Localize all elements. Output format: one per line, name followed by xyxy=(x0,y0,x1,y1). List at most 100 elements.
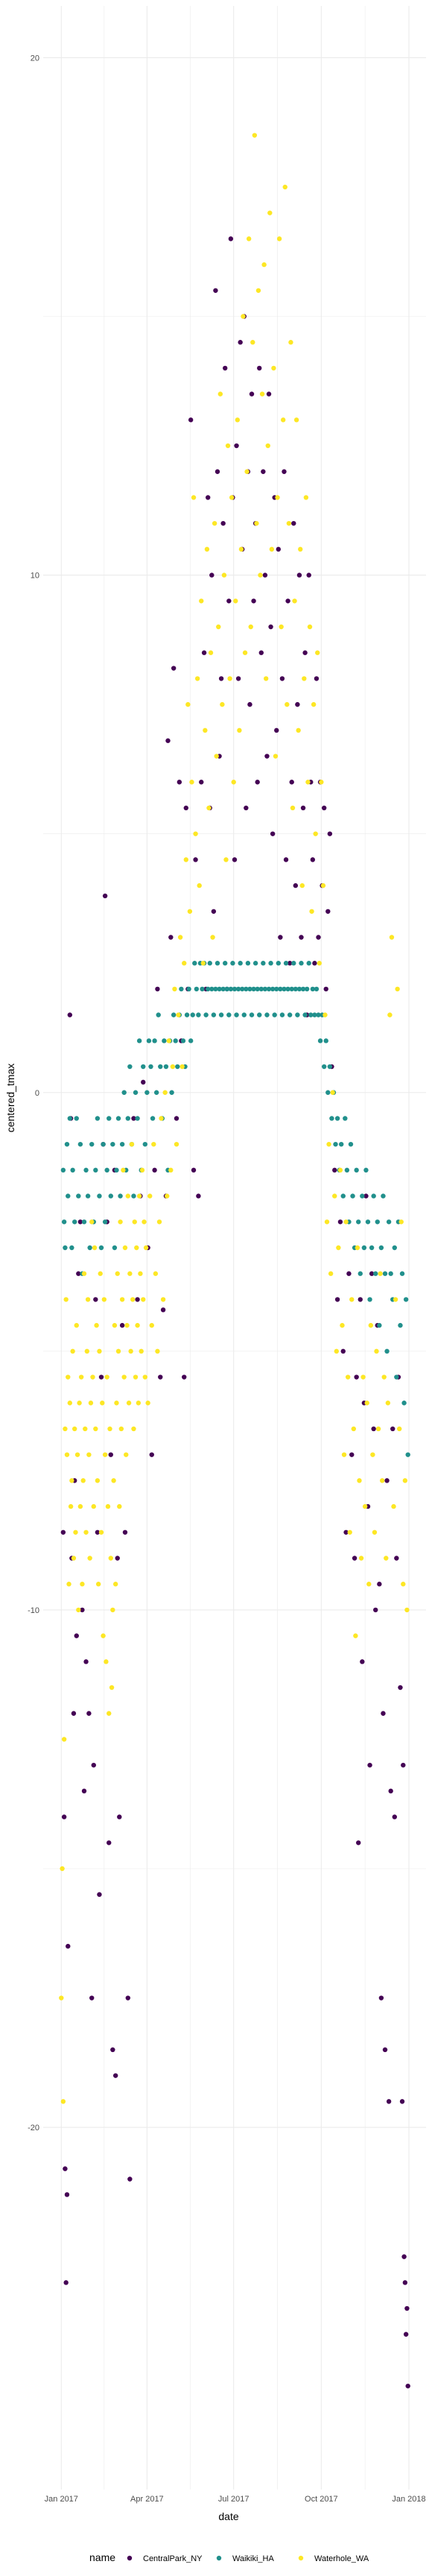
data-point xyxy=(188,417,194,423)
data-point xyxy=(270,986,276,992)
data-point xyxy=(170,1064,176,1070)
data-point xyxy=(173,1038,178,1044)
data-point xyxy=(63,1426,68,1432)
data-point xyxy=(262,572,268,578)
data-point xyxy=(61,1219,67,1225)
data-point xyxy=(360,1374,366,1380)
data-point xyxy=(316,1012,321,1017)
data-point xyxy=(60,1866,65,1872)
data-point xyxy=(151,1141,156,1147)
data-point xyxy=(196,1193,201,1199)
data-point xyxy=(231,780,236,785)
data-point xyxy=(81,1219,87,1225)
data-point xyxy=(117,1814,122,1819)
data-point xyxy=(136,1193,142,1199)
legend-key xyxy=(298,2555,304,2561)
data-point xyxy=(308,1012,314,1017)
data-point xyxy=(313,831,318,836)
data-point xyxy=(66,1943,71,1949)
data-point xyxy=(203,727,208,733)
data-point xyxy=(278,935,283,940)
data-point xyxy=(328,1271,334,1276)
data-point xyxy=(100,1401,105,1406)
data-point xyxy=(363,1193,369,1199)
data-point xyxy=(199,780,204,785)
data-point xyxy=(85,1297,91,1302)
data-point xyxy=(89,1995,95,2001)
y-tick-label: -20 xyxy=(28,2124,39,2133)
data-point xyxy=(139,1167,145,1173)
data-point xyxy=(274,986,279,992)
data-point xyxy=(156,1012,161,1017)
data-point xyxy=(282,986,287,992)
data-point xyxy=(148,1064,153,1070)
data-point xyxy=(220,986,226,992)
data-point xyxy=(247,701,252,707)
data-point xyxy=(285,701,290,707)
data-point xyxy=(204,546,210,552)
data-point xyxy=(171,1012,177,1017)
data-point xyxy=(276,546,282,552)
data-point xyxy=(347,1530,352,1535)
data-point xyxy=(191,1167,197,1173)
data-point xyxy=(242,650,248,655)
data-point xyxy=(223,961,228,966)
data-point xyxy=(69,1478,74,1483)
data-point xyxy=(234,443,239,449)
data-point xyxy=(64,1452,70,1457)
data-point xyxy=(264,1012,270,1017)
data-point xyxy=(191,495,197,500)
data-point xyxy=(90,1374,95,1380)
data-point xyxy=(97,1193,102,1199)
data-point xyxy=(340,1348,346,1354)
data-point xyxy=(310,986,316,992)
data-point xyxy=(63,1245,68,1251)
data-point xyxy=(83,1426,88,1432)
data-point xyxy=(302,650,308,655)
data-point xyxy=(235,417,241,423)
data-point xyxy=(358,1271,363,1276)
data-point xyxy=(155,986,160,992)
data-point xyxy=(67,1116,73,1121)
data-point xyxy=(226,1012,232,1017)
data-point xyxy=(115,1556,120,1561)
data-point xyxy=(91,1503,96,1509)
data-point xyxy=(312,1012,317,1017)
data-point xyxy=(159,1116,164,1121)
data-point xyxy=(76,1193,81,1199)
data-point xyxy=(168,1167,174,1173)
data-point xyxy=(183,805,188,811)
data-point xyxy=(179,986,184,992)
data-point xyxy=(330,1090,335,1095)
y-tick-label: 20 xyxy=(31,54,39,63)
data-point xyxy=(364,1401,369,1406)
data-point xyxy=(293,986,299,992)
data-point xyxy=(401,1582,406,1587)
data-point xyxy=(226,599,232,604)
data-point xyxy=(77,1401,82,1406)
data-point xyxy=(306,572,311,578)
data-point xyxy=(101,1297,107,1302)
data-point xyxy=(276,236,282,242)
data-point xyxy=(70,1348,75,1354)
data-point xyxy=(74,1322,79,1328)
data-point xyxy=(244,469,250,474)
data-point xyxy=(174,1141,179,1147)
data-point xyxy=(131,1426,136,1432)
data-point xyxy=(230,961,235,966)
data-point xyxy=(184,1012,190,1017)
data-point xyxy=(405,1452,410,1457)
data-point xyxy=(285,986,290,992)
data-point xyxy=(98,1530,104,1535)
data-point xyxy=(356,1840,361,1846)
data-point xyxy=(185,701,191,707)
data-point xyxy=(192,961,197,966)
data-point xyxy=(112,1322,118,1328)
data-point xyxy=(94,1322,99,1328)
data-point xyxy=(77,1219,83,1225)
data-point xyxy=(391,1503,396,1509)
data-point xyxy=(369,1245,375,1251)
data-point xyxy=(193,831,198,836)
data-point xyxy=(61,1814,67,1819)
